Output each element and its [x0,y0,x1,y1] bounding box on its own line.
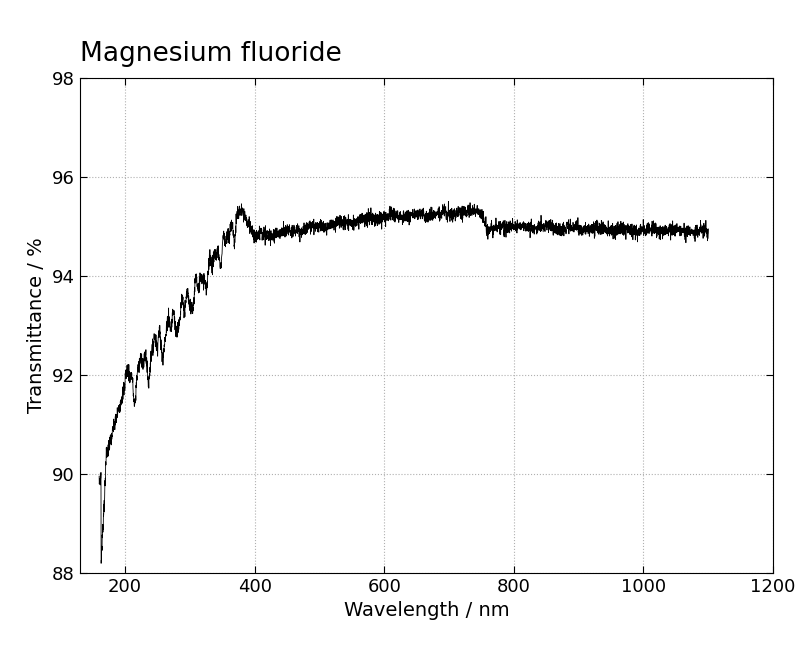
X-axis label: Wavelength / nm: Wavelength / nm [344,602,509,620]
Text: Magnesium fluoride: Magnesium fluoride [80,42,341,68]
Y-axis label: Transmittance / %: Transmittance / % [27,238,46,413]
